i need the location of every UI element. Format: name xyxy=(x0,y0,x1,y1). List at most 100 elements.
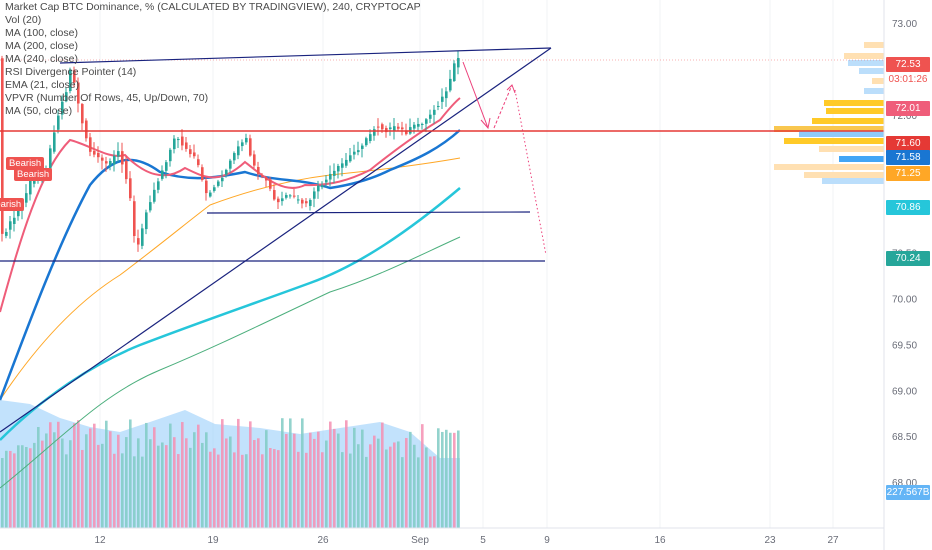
volume-bar xyxy=(337,433,340,528)
candlesticks xyxy=(1,50,460,252)
support-line-upper[interactable] xyxy=(206,211,531,214)
volume-bar xyxy=(253,440,256,528)
candle-body xyxy=(449,78,452,91)
volume-bar xyxy=(301,418,304,528)
volume-bar xyxy=(81,449,84,528)
ma200-line xyxy=(0,187,461,441)
resistance-tag: 71.60 xyxy=(886,136,930,151)
volume-bar xyxy=(437,428,440,528)
volume-bar xyxy=(137,438,140,528)
legend-ma200[interactable]: MA (200, close) xyxy=(5,40,78,52)
legend-ma240[interactable]: MA (240, close) xyxy=(5,53,78,65)
legend-title[interactable]: Market Cap BTC Dominance, % (CALCULATED … xyxy=(5,1,421,13)
volume-bar xyxy=(345,420,348,528)
volume-bar xyxy=(317,431,320,528)
volume-bar xyxy=(449,432,452,528)
volume-bar xyxy=(53,432,56,528)
volume-bar xyxy=(413,444,416,528)
y-tick-label: 70.00 xyxy=(892,294,917,305)
candle-body xyxy=(105,161,108,164)
volume-bar xyxy=(189,447,192,528)
candle-body xyxy=(405,130,408,135)
volume-bar xyxy=(77,420,80,528)
y-tick-label: 69.00 xyxy=(892,386,917,397)
time-axis-ticks: 12 19 26 Sep 5 9 16 23 27 xyxy=(94,535,839,546)
candle-body xyxy=(321,185,324,188)
volume-bar xyxy=(145,422,148,528)
candle-body xyxy=(49,148,52,170)
volume-bar xyxy=(109,431,112,528)
x-tick-label: Sep xyxy=(411,535,429,546)
volume-bar xyxy=(185,438,188,528)
candle-body xyxy=(229,160,232,169)
vpvr-bar xyxy=(839,156,884,162)
volume-bar xyxy=(349,453,352,528)
volume-bar xyxy=(141,456,144,528)
volume-bar xyxy=(257,438,260,528)
legend-vpvr[interactable]: VPVR (Number Of Rows, 45, Up/Down, 70) xyxy=(5,92,209,104)
rising-trendline[interactable] xyxy=(0,47,552,433)
upper-trendline[interactable] xyxy=(59,47,552,64)
volume-bar xyxy=(365,456,368,528)
candle-body xyxy=(313,191,316,199)
volume-bar xyxy=(125,437,128,528)
volume-bar xyxy=(261,454,264,528)
candle-body xyxy=(97,153,100,158)
candle-body xyxy=(73,70,76,83)
volume-bar xyxy=(357,444,360,528)
volume-bar xyxy=(273,449,276,528)
volume-bar xyxy=(165,445,168,528)
volume-bar xyxy=(85,434,88,528)
volume-bar xyxy=(117,434,120,528)
candle-body xyxy=(149,202,152,211)
legend-vol[interactable]: Vol (20) xyxy=(5,14,42,26)
candle-body xyxy=(125,160,128,180)
volume-bar xyxy=(49,422,52,528)
candle-body xyxy=(333,170,336,176)
candle-body xyxy=(165,162,168,171)
volume-bar xyxy=(381,422,384,528)
candle-body xyxy=(337,165,340,172)
candle-body xyxy=(401,127,404,130)
legend-ema21[interactable]: EMA (21, close) xyxy=(5,79,80,91)
candle-body xyxy=(201,167,204,181)
candle-body xyxy=(189,149,192,155)
legend-ma100[interactable]: MA (100, close) xyxy=(5,27,78,39)
candle-body xyxy=(17,210,20,217)
volume-bar xyxy=(93,423,96,528)
volume-bar xyxy=(341,452,344,528)
vpvr-bar xyxy=(799,131,884,137)
candle-body xyxy=(265,177,268,181)
volume-bar xyxy=(177,454,180,528)
candle-body xyxy=(285,195,288,198)
candle-body xyxy=(353,151,356,155)
volume-bar xyxy=(129,419,132,528)
chart-legend: Market Cap BTC Dominance, % (CALCULATED … xyxy=(5,1,421,118)
volume-bar xyxy=(397,441,400,528)
candle-body xyxy=(297,199,300,201)
candle-body xyxy=(301,199,304,204)
legend-rsi-divergence[interactable]: RSI Divergence Pointer (14) xyxy=(5,66,137,78)
x-tick-label: 9 xyxy=(544,535,550,546)
candle-body xyxy=(445,91,448,99)
volume-bar xyxy=(393,442,396,528)
candle-body xyxy=(345,159,348,166)
candle-body xyxy=(121,151,124,165)
volume-bar xyxy=(425,447,428,528)
candle-body xyxy=(417,123,420,127)
legend-ma50[interactable]: MA (50, close) xyxy=(5,105,73,117)
volume-bar xyxy=(1,458,4,528)
volume-bar xyxy=(157,445,160,528)
volume-bar xyxy=(121,453,124,528)
volume-bar xyxy=(457,430,460,528)
candle-body xyxy=(205,180,208,194)
volume-bar xyxy=(61,438,64,528)
volume-bar xyxy=(421,424,424,528)
volume-bar xyxy=(233,452,236,528)
vpvr-profile xyxy=(774,42,884,184)
volume-bar xyxy=(237,418,240,528)
volume-bar xyxy=(433,456,436,528)
volume-bar xyxy=(409,431,412,528)
candle-body xyxy=(129,178,132,199)
